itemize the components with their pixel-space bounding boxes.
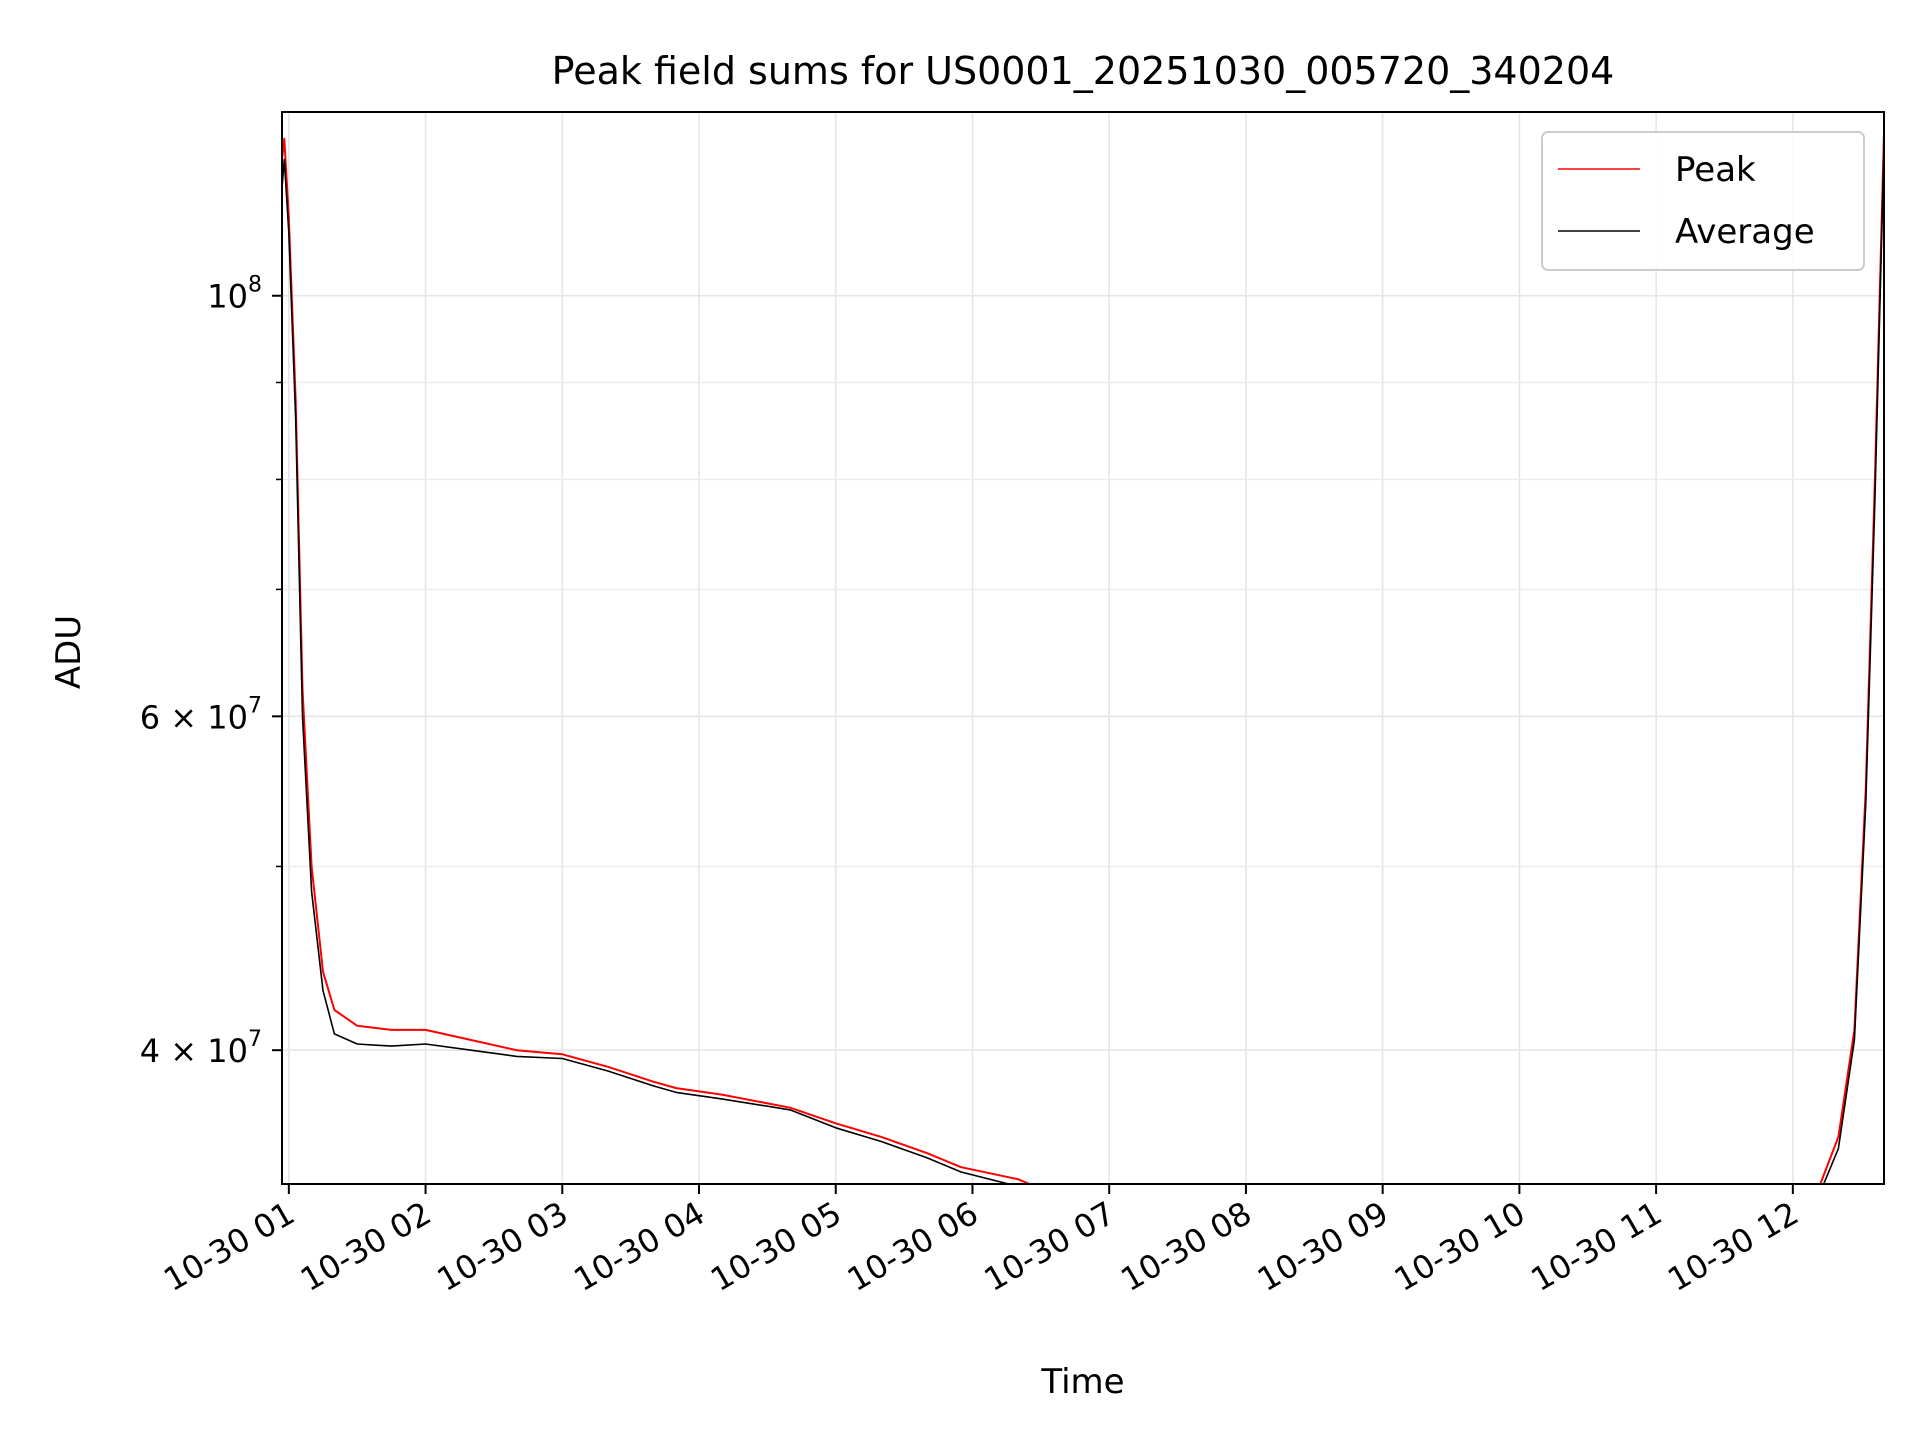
x-tick-label: 10-30 06 (841, 1194, 985, 1299)
x-tick-label: 10-30 01 (157, 1194, 301, 1299)
y-tick-base: 10 (207, 1032, 248, 1070)
y-tick-exponent: 8 (248, 273, 262, 298)
series-layer (282, 131, 1884, 1184)
legend: Peak Average (1541, 131, 1865, 271)
series-line-average (282, 145, 1884, 1184)
y-tick-base: 10 (207, 698, 248, 736)
y-tick-base: 10 (207, 278, 248, 316)
y-tick-mantissa: 6 × (140, 698, 208, 736)
y-tick-label: 4 × 107 (140, 1027, 262, 1070)
x-tick-label: 10-30 08 (1114, 1194, 1258, 1299)
y-tick-mantissa: 4 × (140, 1032, 208, 1070)
x-tick-label: 10-30 04 (567, 1194, 711, 1299)
y-tick-label: 108 (207, 273, 262, 316)
y-tick-exponent: 7 (248, 693, 262, 718)
x-axis-label: Time (1040, 1362, 1124, 1402)
y-tick-exponent: 7 (248, 1027, 262, 1052)
x-tick-label: 10-30 09 (1251, 1194, 1395, 1299)
legend-label-average: Average (1675, 212, 1815, 252)
legend-label-peak: Peak (1675, 150, 1756, 190)
x-tick-label: 10-30 03 (431, 1194, 575, 1299)
series-line-peak (282, 131, 1884, 1184)
x-tick-label: 10-30 02 (294, 1194, 438, 1299)
x-tick-label: 10-30 05 (704, 1194, 848, 1299)
y-axis-label: ADU (49, 615, 89, 689)
grid (282, 112, 1884, 1184)
x-tick-label: 10-30 07 (978, 1194, 1122, 1299)
x-tick-label: 10-30 11 (1525, 1194, 1669, 1299)
chart-title: Peak field sums for US0001_20251030_0057… (552, 49, 1615, 93)
x-tick-label: 10-30 12 (1661, 1194, 1805, 1299)
x-tick-label: 10-30 10 (1388, 1194, 1532, 1299)
y-tick-label: 6 × 107 (140, 693, 262, 736)
legend-box (1541, 131, 1865, 271)
plot-frame (281, 111, 1885, 1185)
